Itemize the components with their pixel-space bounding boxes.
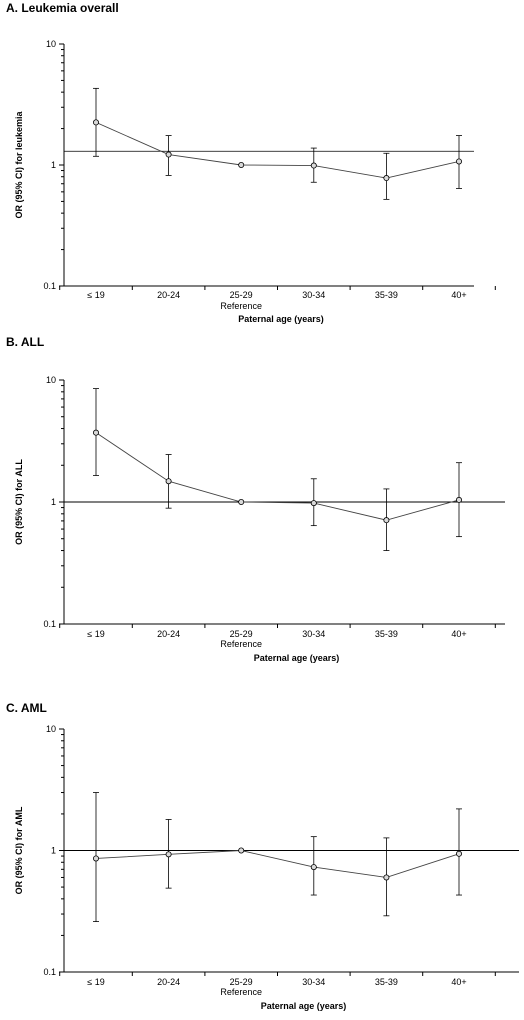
x-category-label: 30-34 xyxy=(302,629,325,639)
data-point xyxy=(383,175,390,182)
x-category-label: 30-34 xyxy=(302,977,325,987)
reference-label: Reference xyxy=(220,301,262,311)
data-point xyxy=(165,478,172,485)
chart-title: A. Leukemia overall xyxy=(6,1,119,15)
x-axis-label: Paternal age (years) xyxy=(254,653,340,663)
x-category-label: 25-29 xyxy=(230,977,253,987)
data-point xyxy=(310,864,317,871)
chart-panel-a: A. Leukemia overall 0.1 1 10 OR (95% CI) for… xyxy=(6,1,496,324)
reference-label: Reference xyxy=(220,639,262,649)
y-tick-label: 10 xyxy=(46,375,56,385)
x-category-label: 40+ xyxy=(451,629,466,639)
data-point xyxy=(165,851,172,858)
data-point xyxy=(310,500,317,507)
x-axis-label: Paternal age (years) xyxy=(261,1001,347,1011)
x-category-label: 20-24 xyxy=(157,977,180,987)
y-tick-label: 0.1 xyxy=(43,619,56,629)
series-line xyxy=(95,432,460,521)
x-category-label: 35-39 xyxy=(375,290,398,300)
x-category-label: ≤ 19 xyxy=(87,629,104,639)
y-tick-label: 1 xyxy=(51,160,56,170)
data-point xyxy=(93,855,100,862)
x-category-label: 30-34 xyxy=(302,290,325,300)
x-axis-label: Paternal age (years) xyxy=(238,314,324,324)
y-tick-label: 1 xyxy=(51,846,56,856)
chart-panel-c: C. AML 0.1 1 10 OR (95% CI) for AML ≤ 19 20-24… xyxy=(6,701,519,1011)
chart-title: C. AML xyxy=(6,701,47,715)
y-tick-label: 0.1 xyxy=(43,281,56,291)
series-line xyxy=(95,121,460,179)
x-category-label: 20-24 xyxy=(157,629,180,639)
y-axis-label: OR (95% CI) for leukemia xyxy=(14,110,24,218)
series-line xyxy=(95,850,460,878)
y-tick-label: 0.1 xyxy=(43,967,56,977)
x-category-label: 40+ xyxy=(451,290,466,300)
data-point xyxy=(383,517,390,524)
chart-title: B. ALL xyxy=(6,335,44,349)
x-category-label: 35-39 xyxy=(375,629,398,639)
data-point xyxy=(455,496,462,503)
data-point xyxy=(93,119,100,126)
x-category-label: 25-29 xyxy=(230,629,253,639)
x-category-label: ≤ 19 xyxy=(87,290,104,300)
data-point xyxy=(238,847,245,854)
x-category-label: ≤ 19 xyxy=(87,977,104,987)
x-category-label: 35-39 xyxy=(375,977,398,987)
data-point xyxy=(455,158,462,165)
y-tick-label: 10 xyxy=(46,39,56,49)
y-axis-label: OR (95% CI) for AML xyxy=(14,806,24,894)
chart-panel-b: B. ALL 0.1 1 10 OR (95% CI) for ALL ≤ 19 20-24… xyxy=(6,335,505,663)
x-category-label: 20-24 xyxy=(157,290,180,300)
data-point xyxy=(455,850,462,857)
x-category-label: 40+ xyxy=(451,977,466,987)
reference-label: Reference xyxy=(220,987,262,997)
data-point xyxy=(383,874,390,881)
data-point xyxy=(93,429,100,436)
x-category-label: 25-29 xyxy=(230,290,253,300)
data-point xyxy=(310,162,317,169)
data-point xyxy=(238,161,245,168)
y-tick-label: 10 xyxy=(46,724,56,734)
y-axis-label: OR (95% CI) for ALL xyxy=(14,459,24,545)
data-point xyxy=(238,498,245,505)
y-tick-label: 1 xyxy=(51,497,56,507)
data-point xyxy=(165,151,172,158)
